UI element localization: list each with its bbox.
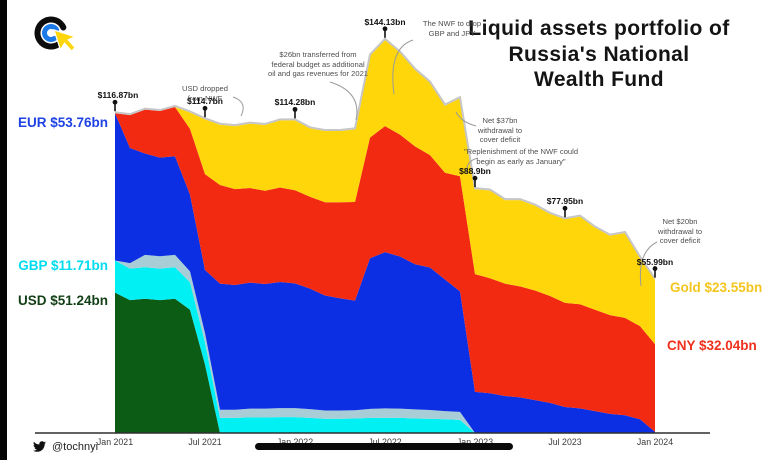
twitter-bird-icon — [33, 441, 46, 452]
series-label-usd: USD $51.24bn — [17, 293, 108, 308]
left-edge-bar — [0, 0, 7, 460]
callout-2: The NWF to drop GBP and JPY — [422, 19, 482, 38]
pin-dot — [292, 106, 298, 112]
series-label-gbp: GBP $11.71bn — [18, 258, 108, 273]
total-annotation: $77.95bn — [546, 196, 584, 207]
series-label-eur: EUR $53.76bn — [17, 115, 108, 130]
callout-leader-4 — [466, 157, 479, 175]
pin-dot — [382, 26, 388, 32]
pin-dot — [112, 99, 118, 105]
callout-5: Net $20bn withdrawal to cover deficit — [657, 217, 703, 246]
total-annotation: $55.99bn — [636, 256, 674, 267]
page-title: Liquid assets portfolio of Russia's Nati… — [438, 16, 760, 93]
total-annotation: $88.9bn — [459, 166, 491, 177]
callout-leader-1 — [329, 81, 358, 121]
credit: @tochnyi — [33, 440, 98, 453]
x-tick-jan-2023: Jan 2023 — [456, 437, 494, 447]
twitter-handle: @tochnyi — [52, 440, 99, 453]
x-tick-jul-2022: Jul 2022 — [368, 437, 402, 447]
callout-leader-0 — [232, 96, 244, 117]
area-gbp — [115, 260, 655, 433]
pin-dot — [562, 205, 568, 211]
callout-0: USD dropped from NWF — [181, 84, 229, 103]
x-tick-jul-2023: Jul 2023 — [548, 437, 582, 447]
callout-1: $26bn transferred from federal budget as… — [267, 50, 369, 79]
total-annotation: $116.87bn — [97, 90, 139, 101]
area-eur — [115, 113, 655, 433]
title-line-1: Liquid assets portfolio of — [468, 17, 730, 40]
pin-dot — [202, 105, 208, 111]
callout-leader-2 — [392, 39, 414, 95]
title-line-2: Russia's National — [508, 42, 690, 66]
area-cny — [115, 106, 655, 432]
x-tick-jan-2021: Jan 2021 — [96, 437, 134, 447]
total-annotation: $114.7bn — [187, 96, 223, 107]
tochnyi-logo — [34, 14, 78, 60]
area-usd — [115, 292, 655, 433]
x-tick-jan-2024: Jan 2024 — [636, 437, 674, 447]
series-label-cny: CNY $32.04bn — [667, 338, 757, 353]
callout-leader-5 — [639, 241, 658, 287]
area-gold — [115, 39, 655, 345]
callout-4: "Replenishment of the NWF could begin as… — [463, 147, 579, 166]
total-annotation: $114.28bn — [274, 97, 316, 108]
callout-3: Net $37bn withdrawal to cover deficit — [477, 116, 523, 145]
target-cursor-icon — [34, 16, 77, 52]
x-tick-jan-2022: Jan 2022 — [276, 437, 314, 447]
video-progress-bar[interactable] — [255, 443, 513, 450]
total-outline — [114, 37, 656, 280]
total-annotation: $144.13bn — [364, 16, 406, 27]
x-tick-jul-2021: Jul 2021 — [188, 437, 222, 447]
pin-dot — [472, 175, 478, 181]
series-label-gold: Gold $23.55bn — [670, 280, 762, 295]
callout-leader-3 — [455, 111, 477, 127]
pin-dot — [652, 266, 658, 271]
title-line-3: Wealth Fund — [533, 68, 664, 92]
